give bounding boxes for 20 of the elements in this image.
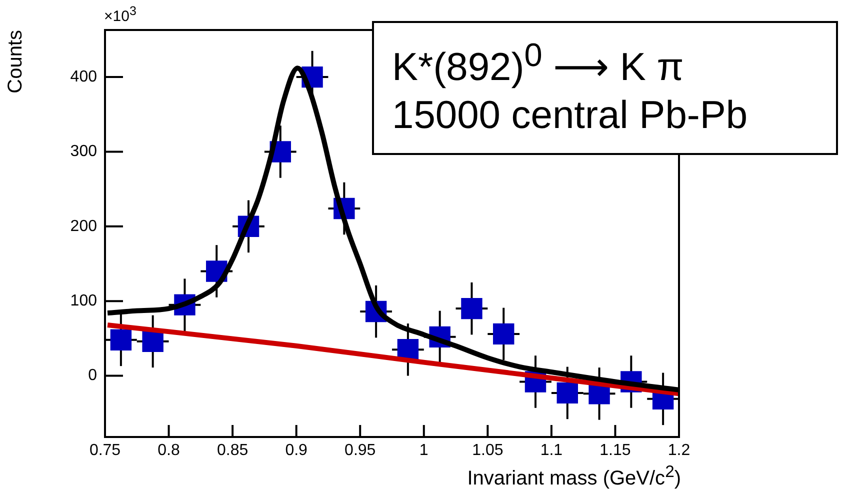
y-tick-label: 100 (70, 292, 98, 310)
y-tick-label: 0 (88, 367, 98, 384)
x-tick-label: 1 (419, 442, 428, 460)
x-tick-label: 0.95 (344, 442, 376, 460)
x-tick-label: 0.85 (216, 442, 248, 460)
x-axis-title: Invariant mass (GeV/c$^{2}$) (467, 462, 681, 491)
annotation: 15000 central Pb-Pb (392, 93, 749, 139)
annotation: K*(892)$^{0}$ ⟶ K π (392, 36, 685, 91)
x-tick-label: 1.2 (668, 442, 690, 460)
x-tick-label: 1.05 (472, 442, 504, 460)
x-tick-label: 0.75 (89, 442, 121, 460)
y-tick-label: 300 (70, 143, 98, 160)
y-axis-title: Counts (4, 30, 27, 94)
y-tick-label: 400 (70, 68, 98, 86)
y-tick-label: 200 (70, 218, 98, 235)
text: ×10$^{3}$ (104, 4, 136, 25)
x-tick-label: 0.9 (285, 442, 308, 460)
x-tick-label: 1.15 (600, 442, 631, 460)
x-tick-label: 0.8 (158, 442, 180, 460)
x-tick-label: 1.1 (540, 442, 563, 460)
